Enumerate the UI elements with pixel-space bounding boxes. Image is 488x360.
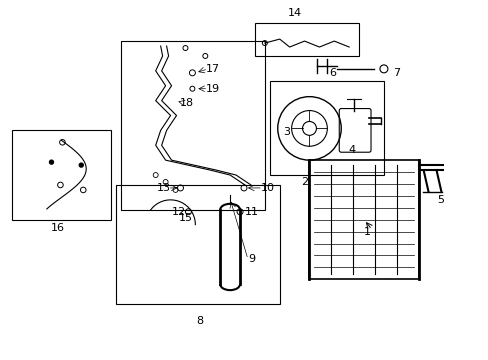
Text: 16: 16 bbox=[50, 222, 64, 233]
Text: 10: 10 bbox=[260, 183, 274, 193]
Text: 15: 15 bbox=[178, 213, 192, 223]
Text: 7: 7 bbox=[392, 68, 400, 78]
Text: 8: 8 bbox=[195, 316, 203, 326]
Text: 13: 13 bbox=[156, 183, 170, 193]
Text: 1: 1 bbox=[363, 226, 370, 237]
Circle shape bbox=[49, 160, 53, 164]
Text: 14: 14 bbox=[287, 8, 301, 18]
Text: 5: 5 bbox=[436, 195, 443, 205]
Text: 19: 19 bbox=[206, 84, 220, 94]
Text: 12: 12 bbox=[171, 207, 185, 217]
Circle shape bbox=[79, 163, 83, 167]
Text: 9: 9 bbox=[248, 255, 255, 264]
Text: 4: 4 bbox=[348, 145, 355, 155]
Text: 3: 3 bbox=[283, 127, 289, 138]
Text: 18: 18 bbox=[179, 98, 193, 108]
Text: 6: 6 bbox=[328, 68, 335, 78]
Text: 17: 17 bbox=[206, 64, 220, 74]
Text: 2: 2 bbox=[300, 177, 307, 187]
Text: 11: 11 bbox=[244, 207, 259, 217]
